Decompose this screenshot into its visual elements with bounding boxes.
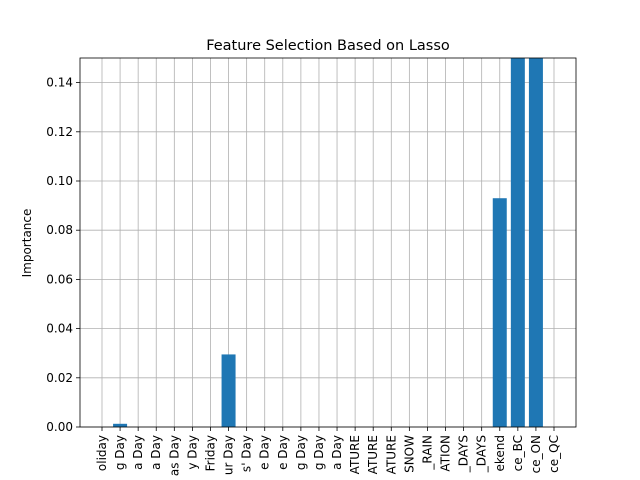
x-tick-label: Friday [203, 435, 217, 471]
x-tick-label: ce_BC [511, 435, 525, 471]
bar-7 [221, 354, 236, 427]
axes [76, 57, 577, 431]
x-tick-label: SNOW [402, 435, 416, 473]
x-tick-label: g Day [294, 435, 308, 470]
x-tick-label: y Day [185, 435, 199, 470]
x-tick-label: _DAYS [457, 435, 471, 473]
y-tick-label: 0.12 [46, 125, 73, 139]
y-tick-label: 0.02 [46, 371, 73, 385]
y-tick-label: 0.10 [46, 174, 73, 188]
x-tick-label: g Day [113, 435, 127, 470]
y-tick-label: 0.14 [46, 76, 73, 90]
x-tick-label: ur Day [222, 435, 236, 475]
y-tick-label: 0.00 [46, 420, 73, 434]
bar-22 [492, 198, 507, 427]
x-tick-label: oliday [95, 435, 109, 471]
x-tick-label: ATURE [348, 435, 362, 474]
x-tick-label: e Day [258, 435, 272, 470]
y-axis-label: Importance [20, 209, 34, 278]
x-tick-label: s' Day [240, 435, 254, 472]
x-tick-label: ce_ON [529, 435, 543, 473]
bar-24 [528, 58, 543, 427]
x-tick-label: a Day [131, 435, 145, 470]
bars [113, 58, 543, 427]
x-tick-label: g Day [312, 435, 326, 470]
x-tick-label: ce_QC [547, 435, 561, 473]
chart-title: Feature Selection Based on Lasso [206, 38, 450, 54]
x-tick-label: ATURE [384, 435, 398, 474]
bar-1 [113, 423, 128, 427]
y-tick-labels: 0.00 0.02 0.04 0.06 0.08 0.10 0.12 0.14 [46, 76, 73, 434]
y-tick-label: 0.06 [46, 272, 73, 286]
x-tick-label: ATURE [366, 435, 380, 474]
y-tick-label: 0.04 [46, 322, 73, 336]
bar-23 [510, 58, 525, 427]
x-tick-label: ekend [493, 435, 507, 472]
plot-frame [79, 57, 577, 428]
x-tick-label: ATION [439, 435, 453, 472]
x-tick-label: a Day [149, 435, 163, 470]
x-tick-label: _RAIN [420, 435, 434, 471]
x-tick-label: _DAYS [475, 435, 489, 473]
x-tick-label: as Day [167, 435, 181, 476]
y-tick-label: 0.08 [46, 223, 73, 237]
x-tick-label: a Day [330, 435, 344, 470]
x-tick-label: e Day [276, 435, 290, 470]
x-tick-labels: oliday g Day a Day a Day as Day y Day Friday ur… [95, 435, 561, 476]
